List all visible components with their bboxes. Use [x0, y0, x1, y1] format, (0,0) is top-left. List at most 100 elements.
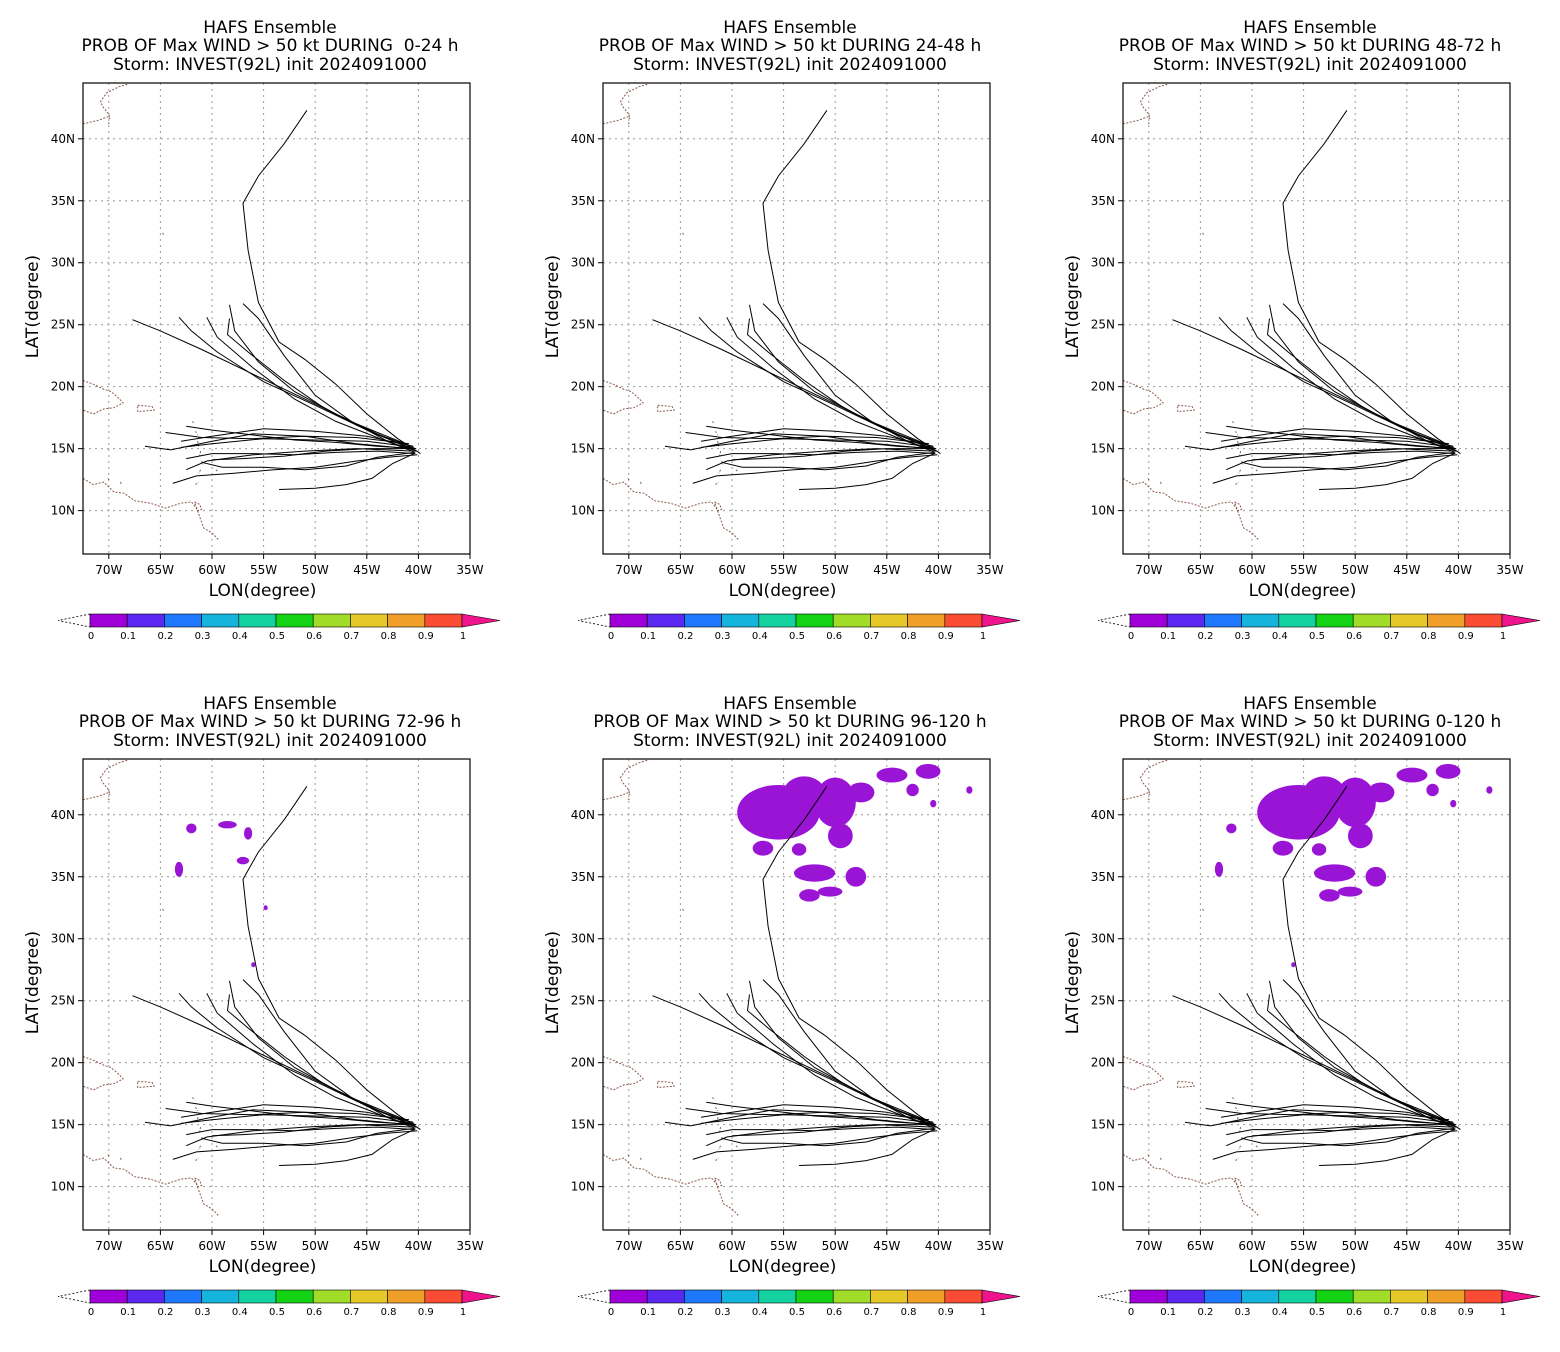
panel-subtitle: PROB OF Max WIND > 50 kt DURING 48-72 h: [1118, 36, 1502, 56]
track-line: [731, 448, 934, 461]
panel-0-24h: HAFS Ensemble PROB OF Max WIND > 50 kt D…: [10, 0, 530, 676]
coastline: [715, 481, 719, 485]
x-tick-label: 40W: [405, 563, 432, 577]
coastline: [1123, 759, 1168, 801]
coastline: [1202, 232, 1205, 236]
probability-patches: [1214, 763, 1493, 968]
coastline: [1147, 478, 1151, 482]
y-tick-label: 40N: [571, 132, 595, 146]
panel-subtitle: PROB OF Max WIND > 50 kt DURING 0-24 h: [81, 36, 459, 56]
y-tick-label: 25N: [1091, 318, 1115, 332]
y-tick-label: 30N: [1091, 932, 1115, 946]
y-axis-label: LAT(degree): [543, 931, 563, 1034]
colorbar-swatch: [275, 613, 314, 628]
colorbar-swatch: [1315, 613, 1354, 628]
coastline: [1239, 1127, 1242, 1133]
track-line: [1241, 451, 1455, 471]
track-line: [726, 993, 936, 1129]
probability-patch: [263, 905, 268, 911]
colorbar-label: 0.4: [1272, 1307, 1288, 1318]
grid: [603, 83, 990, 554]
colorbar-label: 0.1: [640, 631, 656, 642]
colorbar-swatch: [1241, 613, 1280, 628]
probability-patch: [1426, 783, 1439, 797]
colorbar-swatch: [424, 613, 463, 628]
y-tick-label: 40N: [51, 808, 75, 822]
x-tick-label: 50W: [822, 1239, 849, 1253]
colorbar-label: 0.5: [1309, 631, 1325, 642]
panel-title: HAFS Ensemble: [203, 694, 337, 714]
probability-patch: [876, 767, 908, 783]
coastline: [1235, 1107, 1239, 1112]
colorbar-label: 0.3: [1235, 631, 1251, 642]
y-tick-label: 20N: [1091, 1056, 1115, 1070]
track-line: [1172, 995, 1449, 1122]
colorbar-swatch: [387, 1289, 426, 1304]
colorbar-swatch: [201, 613, 240, 628]
coastline: [119, 1157, 123, 1161]
track-line: [799, 1129, 935, 1166]
track-line: [664, 1109, 931, 1127]
track-line: [206, 993, 416, 1129]
colorbar-label: 0.4: [752, 1307, 768, 1318]
map-content: [1123, 759, 1493, 1217]
colorbar-swatch: [684, 613, 722, 628]
probability-patch: [236, 856, 250, 865]
y-tick-label: 25N: [51, 994, 75, 1008]
track-line: [1172, 319, 1449, 446]
map-content: [83, 759, 421, 1217]
probability-patch: [906, 783, 919, 797]
coastline: [1235, 1157, 1239, 1161]
coastline: [107, 478, 111, 482]
y-tick-label: 30N: [51, 256, 75, 270]
colorbar-label: 0.6: [1346, 1307, 1362, 1318]
coastline: [603, 380, 645, 415]
y-tick-label: 40N: [51, 132, 75, 146]
coastline: [657, 1080, 676, 1089]
coastline: [1147, 798, 1151, 801]
coastline: [162, 908, 165, 912]
probability-patch: [186, 823, 197, 834]
y-tick-label: 30N: [571, 256, 595, 270]
track-line: [685, 432, 930, 445]
colorbar-label: 0.5: [269, 1307, 285, 1318]
colorbar-swatch: [126, 1289, 165, 1304]
colorbar-label: 0.7: [863, 1307, 879, 1318]
coastline: [195, 431, 199, 436]
colorbar-swatch: [1241, 1289, 1280, 1304]
track-line: [1226, 448, 1454, 471]
track-line: [211, 1124, 414, 1137]
panel-storm-line: Storm: INVEST(92L) init 2024091000: [1153, 731, 1467, 751]
probability-patch: [1303, 776, 1345, 809]
x-tick-label: 60W: [718, 563, 745, 577]
track-line: [180, 428, 414, 447]
track-line: [664, 433, 931, 451]
track-line: [172, 1130, 418, 1160]
track-line: [1184, 1109, 1451, 1127]
colorbar-swatch: [609, 1289, 648, 1304]
track-line: [186, 425, 417, 450]
colorbar-label: 0.2: [677, 631, 693, 642]
probability-patch: [783, 776, 825, 809]
probability-patch: [817, 886, 843, 897]
x-tick-label: 65W: [667, 563, 694, 577]
x-tick-label: 55W: [250, 563, 277, 577]
probability-patch: [752, 840, 774, 856]
colorbar-label: 0.4: [1272, 631, 1288, 642]
grid: [1123, 83, 1510, 554]
x-tick-label: 55W: [250, 1239, 277, 1253]
y-tick-label: 10N: [1091, 1180, 1115, 1194]
coastline: [192, 421, 195, 425]
colorbar-over-triangle: [461, 613, 501, 628]
colorbar-label: 0.1: [1160, 1307, 1176, 1318]
probability-patch: [1435, 763, 1461, 779]
track-line: [226, 318, 413, 450]
track-line: [1212, 1130, 1458, 1160]
coastline: [1234, 1177, 1243, 1188]
track-line: [226, 994, 413, 1126]
coastline: [714, 1177, 723, 1188]
x-tick-label: 35W: [976, 563, 1003, 577]
coastline: [83, 759, 128, 801]
colorbar-label: 0.4: [232, 631, 248, 642]
track-line: [242, 110, 421, 455]
